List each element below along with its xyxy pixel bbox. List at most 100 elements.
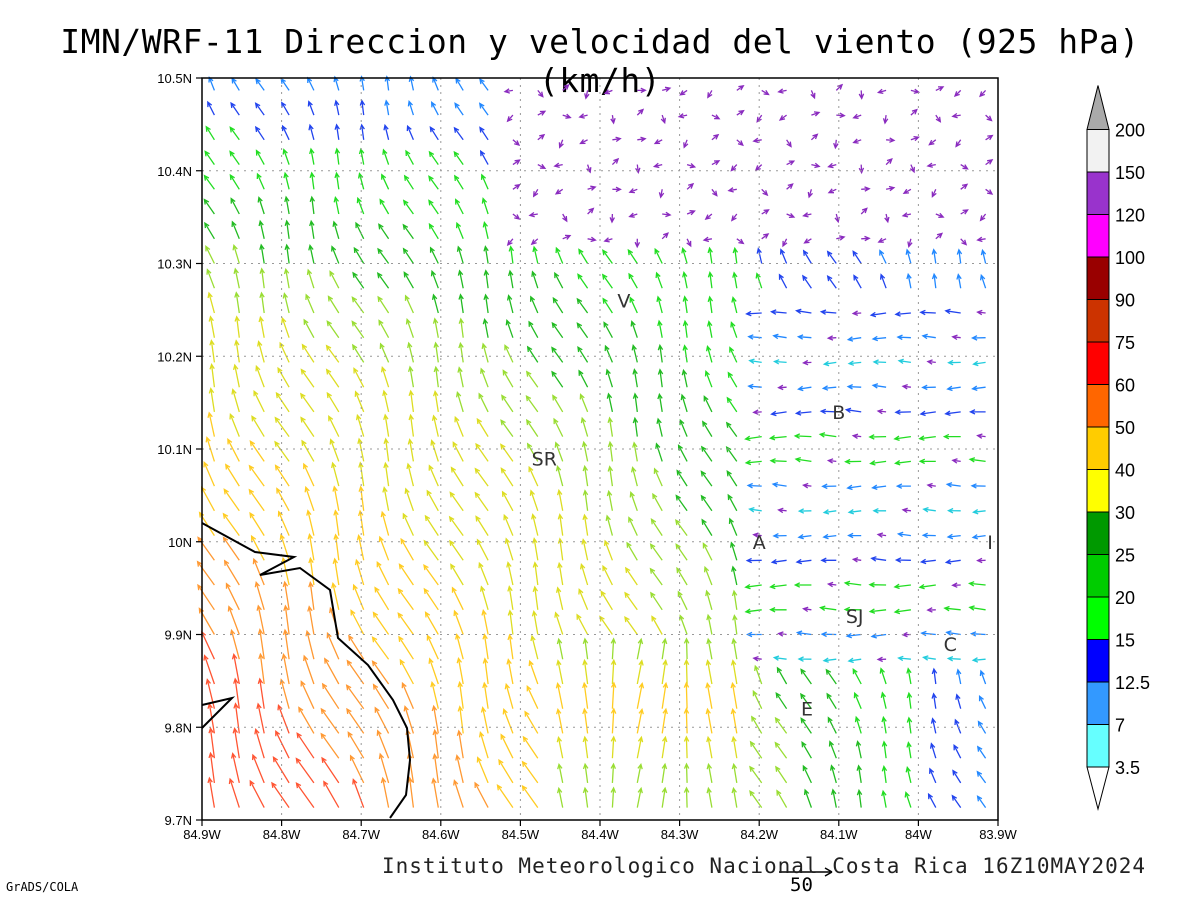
wind-vector [728,517,738,536]
wind-vector [881,789,887,808]
wind-vector [711,114,721,120]
wind-vector [661,762,668,783]
colorbar-segment [1086,341,1110,385]
wind-vector [480,706,489,734]
wind-vector [502,369,514,388]
wind-vector [402,512,414,536]
wind-vector [481,197,489,215]
wind-vector [274,440,290,462]
wind-vector [537,110,547,116]
wind-vector [281,101,290,116]
y-tick-label: 10.1N [157,442,192,457]
wind-vector [930,717,937,734]
wind-vector [602,297,613,314]
colorbar-label: 30 [1115,503,1135,523]
wind-vector [279,341,290,363]
wind-vector [579,562,589,586]
wind-vector [896,531,911,538]
wind-vector [944,410,961,417]
wind-vector [985,188,994,195]
wind-vector [455,221,464,240]
wind-vector [870,556,887,562]
wind-vector [834,213,840,224]
wind-vector [478,392,489,413]
wind-vector [371,636,390,660]
wind-vector [797,656,812,662]
wind-vector [282,628,290,660]
wind-vector [931,248,938,264]
wind-vector [885,157,893,166]
wind-vector [977,720,987,734]
wind-vector [886,137,896,143]
wind-vector [382,389,390,413]
wind-vector [906,741,912,759]
wind-vector [795,308,812,315]
colorbar-label: 90 [1115,291,1135,311]
wind-vector [383,461,390,487]
wind-vector [601,273,613,289]
wind-vector [727,493,738,512]
wind-vector [507,633,514,660]
wind-vector [976,795,987,808]
wind-vector [706,320,713,338]
wind-vector [306,509,315,536]
wind-vector [234,291,240,314]
wind-vector [326,631,340,660]
wind-vector [632,392,639,412]
wind-vector [524,710,539,734]
wind-vector [819,605,837,611]
wind-vector [383,413,390,437]
wind-vector [576,297,589,314]
wind-vector [478,730,489,759]
wind-vector [295,781,315,808]
wind-vector [525,395,539,413]
wind-vector [428,222,439,240]
wind-vector [935,86,945,92]
wind-vector [896,334,911,341]
wind-vector [384,99,390,116]
wind-vector [976,309,986,316]
wind-vector [802,482,812,489]
colorbar-segment [1086,214,1110,258]
wind-vector [632,416,639,437]
wind-vector [223,488,240,512]
wind-vector [635,164,641,174]
wind-vector [976,433,986,439]
wind-vector [349,754,365,784]
wind-vector [847,509,862,515]
wind-vector [730,659,738,685]
wind-vector [749,740,763,759]
wind-vector [448,515,464,536]
wind-vector [901,507,911,514]
wind-vector [233,702,240,734]
wind-vector [208,751,216,783]
place-label: A [753,532,766,554]
wind-vector [205,245,215,264]
wind-vector [582,637,589,660]
wind-vector [281,653,290,685]
wind-vector [397,587,414,611]
colorbar-segment [1086,299,1110,343]
wind-vector [731,565,738,586]
wind-vector [505,318,514,338]
wind-vector [661,681,669,709]
wind-vector [676,566,688,586]
wind-vector [769,607,787,613]
wind-vector [359,75,365,91]
wind-vector [612,136,622,143]
wind-vector [481,342,489,363]
wind-vector [797,533,812,540]
wind-vector [705,659,713,685]
wind-vector [843,580,862,587]
wind-vector [650,518,663,536]
colorbar-segment [1086,681,1110,725]
colorbar-label: 50 [1115,418,1135,438]
wind-vector [770,309,787,315]
wind-vector [731,589,738,610]
wind-vector [953,743,962,759]
wind-vector [772,533,787,539]
wind-vector [284,219,291,239]
wind-vector [348,634,365,660]
wind-vector [554,611,564,635]
wind-vector [605,368,614,388]
